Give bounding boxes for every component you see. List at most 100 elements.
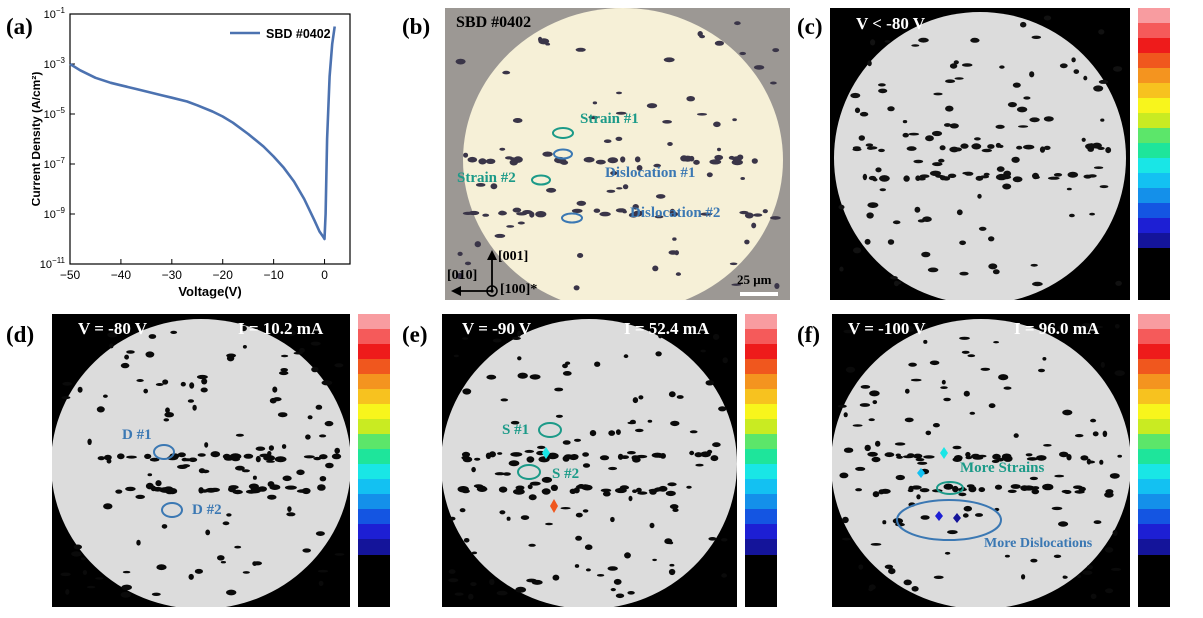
etch-pit bbox=[1039, 146, 1046, 153]
etch-pit bbox=[1104, 547, 1114, 553]
panel-label-d: (d) bbox=[6, 322, 35, 347]
etch-pit bbox=[512, 118, 523, 123]
etch-pit bbox=[274, 456, 287, 463]
etch-pit bbox=[1100, 361, 1105, 368]
etch-pit bbox=[194, 568, 203, 574]
etch-pit bbox=[654, 215, 664, 219]
colorbar-segment bbox=[1138, 539, 1170, 555]
y-tick-label: 10−3 bbox=[44, 56, 66, 71]
etch-pit bbox=[675, 272, 681, 276]
etch-pit bbox=[942, 176, 951, 181]
etch-pit bbox=[229, 453, 242, 460]
etch-pit bbox=[695, 463, 704, 467]
etch-pit bbox=[82, 570, 87, 575]
etch-pit bbox=[904, 417, 914, 423]
etch-pit bbox=[686, 485, 692, 489]
etch-pit bbox=[305, 434, 311, 440]
etch-pit bbox=[151, 592, 161, 596]
etch-pit bbox=[80, 557, 86, 561]
etch-pit bbox=[925, 430, 932, 436]
etch-pit bbox=[1003, 386, 1012, 390]
etch-pit bbox=[854, 107, 861, 114]
colorbar-segment bbox=[358, 434, 390, 450]
etch-pit bbox=[870, 39, 876, 46]
colorbar-f bbox=[1138, 314, 1170, 608]
etch-pit bbox=[944, 123, 951, 127]
scale-bar-label: 25 μm bbox=[737, 272, 772, 287]
colorbar-segment bbox=[1138, 82, 1170, 98]
etch-pit bbox=[492, 338, 502, 343]
etch-pit bbox=[538, 456, 550, 463]
etch-pit bbox=[734, 21, 741, 26]
etch-pit bbox=[649, 522, 655, 529]
etch-pit bbox=[923, 339, 928, 344]
etch-pit bbox=[321, 380, 333, 386]
etch-pit bbox=[952, 485, 959, 493]
etch-pit bbox=[608, 466, 618, 471]
etch-pit bbox=[457, 251, 463, 256]
y-tick-label: 10−1 bbox=[44, 6, 66, 21]
etch-pit bbox=[862, 173, 868, 181]
etch-pit bbox=[299, 347, 305, 353]
etch-pit bbox=[317, 484, 326, 491]
colorbar-segment bbox=[745, 509, 777, 525]
etch-pit bbox=[1093, 166, 1104, 169]
emission-graphic-d bbox=[52, 319, 350, 607]
etch-pit bbox=[632, 397, 639, 404]
etch-pit bbox=[1059, 451, 1069, 458]
colorbar-segment bbox=[1138, 52, 1170, 68]
etch-pit bbox=[302, 548, 311, 553]
colorbar-segment bbox=[1138, 172, 1170, 188]
etch-pit bbox=[917, 323, 928, 327]
etch-pit bbox=[960, 143, 969, 149]
etch-pit bbox=[65, 589, 70, 595]
etch-pit bbox=[636, 165, 643, 171]
etch-pit bbox=[878, 88, 888, 94]
etch-pit bbox=[665, 490, 676, 497]
etch-pit bbox=[593, 208, 601, 213]
etch-pit bbox=[266, 460, 275, 463]
etch-pit bbox=[632, 489, 638, 493]
etch-pit bbox=[628, 212, 638, 218]
etch-pit bbox=[927, 267, 939, 273]
etch-pit bbox=[751, 222, 757, 229]
etch-pit bbox=[634, 156, 641, 163]
etch-pit bbox=[864, 444, 871, 452]
dislocation-2-marker bbox=[561, 212, 583, 224]
etch-pit bbox=[287, 506, 292, 512]
etch-pit bbox=[697, 31, 703, 37]
etch-pit bbox=[1016, 145, 1023, 150]
etch-pit bbox=[603, 139, 612, 143]
voltage-label: V = -100 V bbox=[848, 319, 926, 338]
etch-pit bbox=[307, 415, 313, 420]
axis-001-label: [001] bbox=[498, 249, 529, 264]
etch-pit bbox=[147, 473, 153, 477]
etch-pit bbox=[714, 154, 724, 161]
etch-pit bbox=[535, 211, 547, 218]
colorbar-segment bbox=[745, 539, 777, 555]
colorbar-segment bbox=[358, 419, 390, 435]
etch-pit bbox=[331, 453, 342, 460]
x-tick-label: −10 bbox=[263, 268, 284, 282]
colorbar-segment bbox=[358, 314, 390, 330]
etch-pit bbox=[301, 487, 311, 495]
axis-001-arrowhead bbox=[487, 250, 497, 260]
etch-pit bbox=[944, 551, 951, 555]
etch-pit bbox=[993, 341, 999, 344]
etch-pit bbox=[181, 464, 191, 468]
etch-pit bbox=[454, 592, 464, 596]
etch-pit bbox=[686, 96, 695, 102]
etch-pit bbox=[558, 158, 567, 165]
voltage-label: V = -80 V bbox=[78, 319, 148, 338]
colorbar-segment bbox=[358, 479, 390, 495]
etch-pit bbox=[516, 212, 528, 216]
etch-pit bbox=[210, 451, 221, 458]
etch-pit bbox=[902, 132, 909, 138]
etch-pit bbox=[506, 225, 515, 228]
colorbar-segment bbox=[358, 539, 390, 555]
etch-pit bbox=[855, 488, 862, 492]
etch-pit bbox=[515, 586, 527, 593]
etch-pit bbox=[508, 460, 520, 467]
etch-pit bbox=[537, 445, 546, 449]
etch-pit bbox=[576, 200, 587, 206]
